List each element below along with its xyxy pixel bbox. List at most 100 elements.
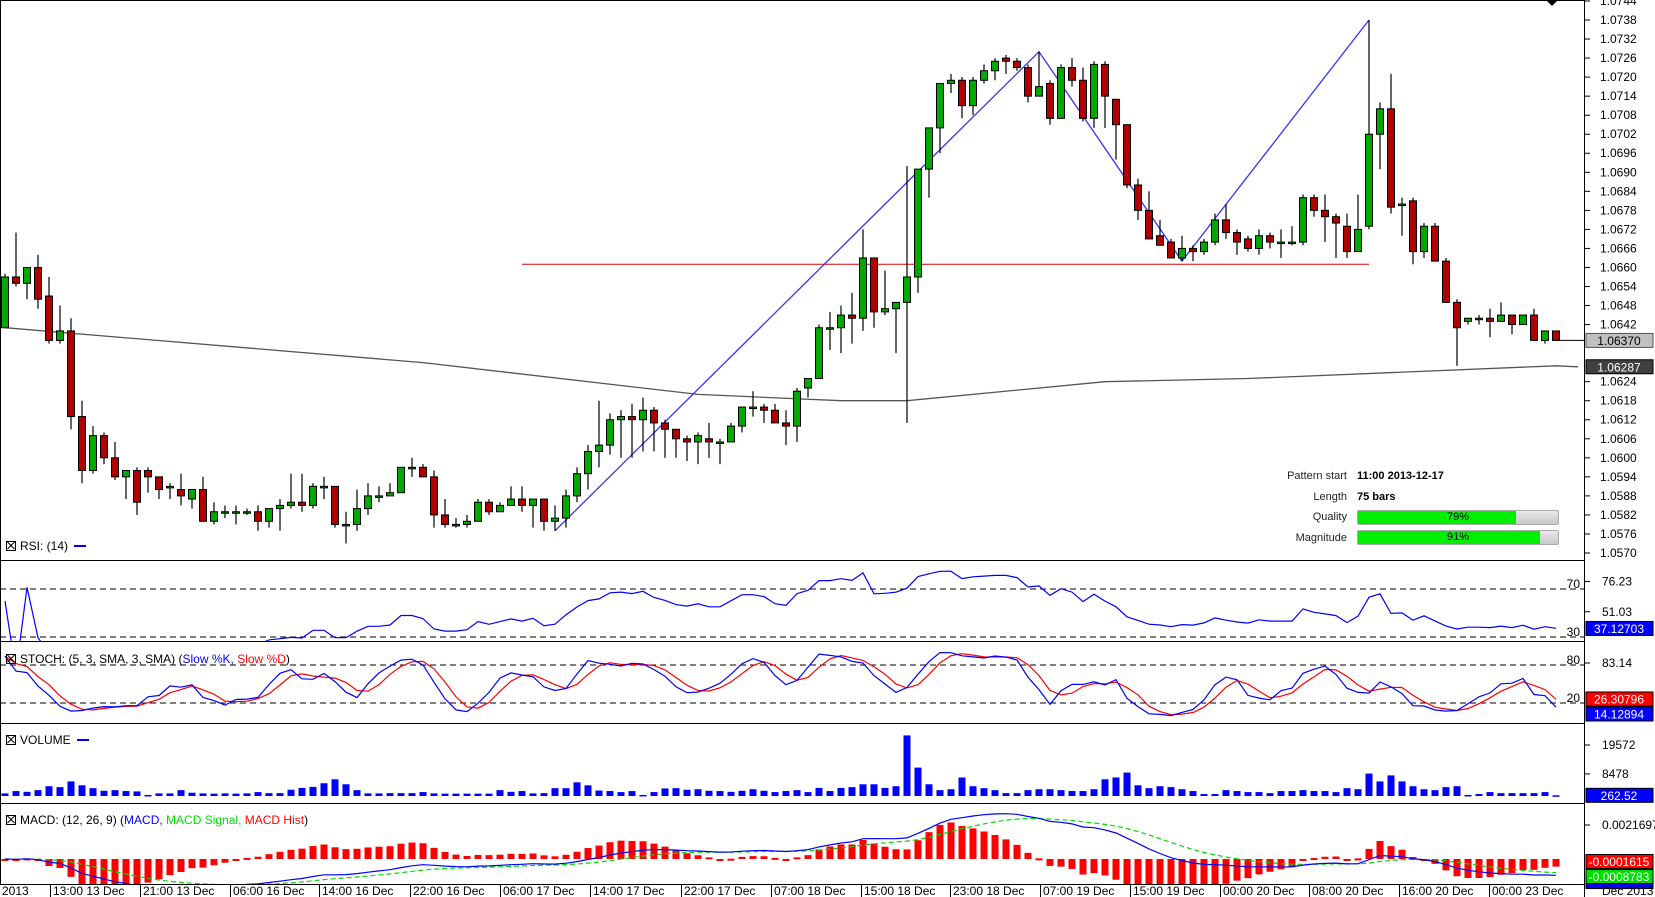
- volume-bar: [397, 793, 405, 796]
- volume-bar: [1145, 788, 1153, 796]
- macd-hist-bar: [936, 824, 944, 859]
- macd-hist-bar: [1486, 859, 1494, 878]
- close-panel-checkbox-icon[interactable]: [6, 735, 16, 745]
- candle-body: [617, 416, 625, 421]
- candle: [1266, 232, 1274, 249]
- macd-hist-bar: [1354, 858, 1362, 861]
- candle: [408, 457, 416, 477]
- candle-body: [628, 416, 636, 421]
- volume-bar: [1497, 793, 1505, 796]
- macd-hist-bar: [925, 832, 933, 859]
- volume-bar: [1222, 790, 1230, 796]
- price-tick-label: 1.0594: [1600, 470, 1637, 484]
- volume-bar: [1442, 787, 1450, 796]
- candle-body: [133, 470, 141, 503]
- volume-bar: [892, 786, 900, 796]
- macd-hist-bar: [1101, 859, 1109, 876]
- candle-body: [221, 511, 229, 514]
- volume-bar: [243, 793, 251, 796]
- candle-body: [1024, 67, 1032, 97]
- volume-bar: [441, 793, 449, 796]
- volume-bar: [1167, 787, 1175, 796]
- volume-bar: [23, 791, 31, 796]
- candle: [760, 403, 768, 423]
- volume-legend-line-icon: [76, 739, 89, 741]
- macd-hist-bar: [111, 859, 119, 884]
- close-panel-checkbox-icon[interactable]: [6, 815, 16, 825]
- macd-hist-bar: [78, 859, 86, 884]
- time-label: 07:00 18 Dec: [774, 884, 845, 897]
- volume-bar: [881, 787, 889, 796]
- candle-body: [474, 501, 482, 522]
- candle-body: [815, 327, 823, 380]
- volume-bar: [562, 788, 570, 796]
- macd-hist-bar: [100, 859, 108, 884]
- macd-hist-bar: [573, 851, 581, 859]
- candle-body: [518, 498, 526, 506]
- time-label: 15:00 18 Dec: [864, 884, 935, 897]
- price-tick-label: 1.0570: [1600, 546, 1637, 560]
- candle: [903, 165, 911, 423]
- candle-body: [551, 517, 559, 522]
- macd-hist-value-label-bg: [1585, 854, 1654, 870]
- candle: [1508, 314, 1516, 335]
- candle-body: [1541, 330, 1549, 341]
- candle-body: [353, 508, 361, 525]
- macd-hist-bar: [826, 846, 834, 859]
- volume-bar: [1365, 773, 1373, 796]
- candle: [353, 489, 361, 531]
- candle: [1156, 219, 1164, 246]
- candle: [133, 467, 141, 515]
- candle: [1222, 204, 1230, 239]
- time-label: 06:00 16 Dec: [233, 884, 304, 897]
- macd-signal-value-label-bg: [1585, 869, 1654, 885]
- candle-body: [166, 485, 174, 489]
- price-tick-label: 1.0744: [1600, 0, 1637, 8]
- candle: [540, 498, 548, 531]
- price-tick-label: 1.0684: [1600, 184, 1637, 198]
- close-panel-checkbox-icon[interactable]: [6, 541, 16, 551]
- candle-body: [45, 295, 53, 341]
- macd-panel-title: MACD: (12, 26, 9) (MACD, MACD Signal, MA…: [6, 813, 308, 827]
- candle-body: [364, 495, 372, 510]
- macd-hist-bar: [881, 846, 889, 859]
- volume-bar: [705, 790, 713, 796]
- candle-body: [254, 511, 262, 522]
- volume-bar: [1255, 792, 1263, 796]
- volume-bar: [144, 794, 152, 797]
- quality-bar: 79%: [1357, 509, 1559, 525]
- volume-bar: [1189, 791, 1197, 796]
- candle: [430, 470, 438, 528]
- candle: [287, 473, 295, 509]
- candle-body: [760, 406, 768, 411]
- candle: [782, 410, 790, 446]
- candle-body: [1508, 314, 1516, 326]
- volume-bar: [672, 788, 680, 796]
- volume-bar: [452, 793, 460, 796]
- macd-hist-bar: [408, 842, 416, 859]
- candle-body: [903, 276, 911, 303]
- candle: [639, 397, 647, 452]
- candle: [1398, 197, 1406, 236]
- macd-hist-bar: [837, 844, 845, 859]
- candle-body: [958, 79, 966, 107]
- candle: [243, 508, 251, 515]
- candle-body: [1, 276, 9, 329]
- volume-bar: [639, 794, 647, 797]
- volume-bar: [78, 785, 86, 796]
- volume-bar: [815, 787, 823, 796]
- candle-body: [177, 489, 185, 497]
- close-panel-checkbox-icon[interactable]: [6, 654, 16, 664]
- candle-body: [694, 435, 702, 443]
- candle: [441, 499, 449, 528]
- candle: [1090, 61, 1098, 128]
- candle-body: [463, 520, 471, 525]
- macd-hist-bar: [342, 849, 350, 859]
- candle-body: [1277, 241, 1285, 245]
- macd-hist-bar: [518, 853, 526, 859]
- macd-hist-bar: [1475, 859, 1483, 878]
- macd-title-close: ): [304, 813, 309, 827]
- scroll-marker-icon: [1546, 0, 1558, 6]
- moving-average-line: [4, 327, 1579, 402]
